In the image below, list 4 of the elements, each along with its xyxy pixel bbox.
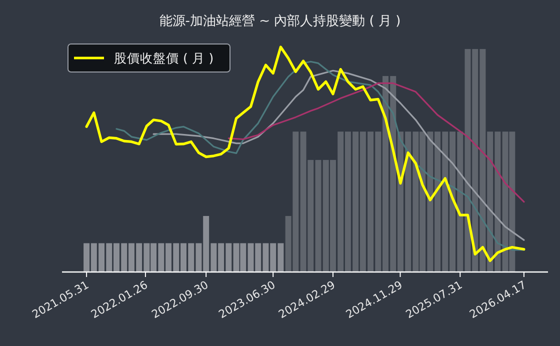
legend-label: 股價收盤價 ( 月 ) <box>114 50 214 66</box>
chart-title: 能源-加油站經營 ~ 內部人持股變動 ( 月 ) <box>159 14 401 29</box>
legend: 股價收盤價 ( 月 ) <box>68 44 230 72</box>
bar <box>315 160 322 272</box>
